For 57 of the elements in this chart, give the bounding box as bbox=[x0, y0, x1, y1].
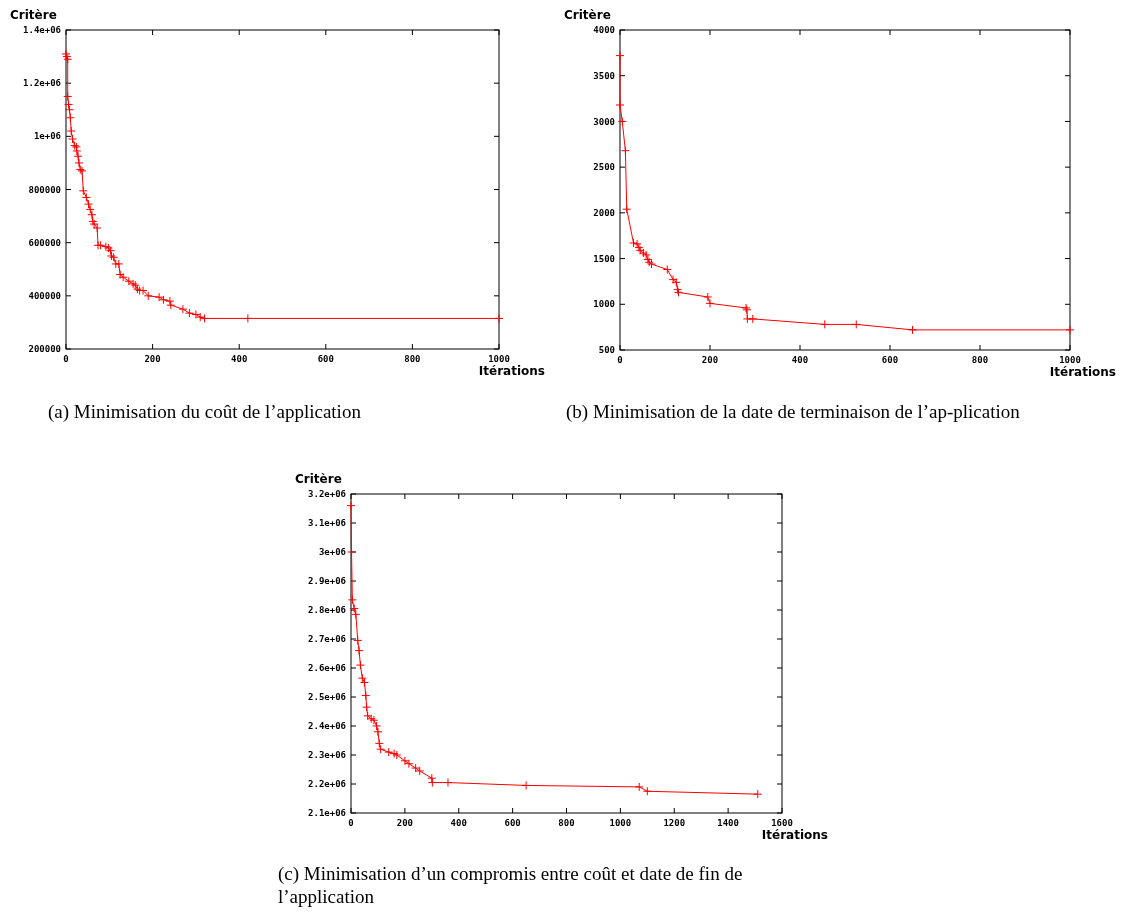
x-tick-label: 1200 bbox=[663, 818, 686, 828]
x-axis-title: Itérations bbox=[1049, 365, 1116, 379]
y-tick-label: 2.1e+06 bbox=[308, 808, 346, 819]
x-axis-title: Itérations bbox=[478, 364, 545, 378]
y-tick-label: 2.8e+06 bbox=[308, 605, 346, 616]
y-tick-label: 600000 bbox=[28, 237, 61, 248]
y-tick-label: 3.2e+06 bbox=[308, 489, 346, 500]
y-tick-label: 2000 bbox=[593, 208, 615, 219]
y-tick-label: 2.9e+06 bbox=[308, 576, 346, 587]
y-tick-label: 3000 bbox=[593, 116, 615, 127]
x-tick-label: 0 bbox=[617, 355, 623, 365]
y-tick-label: 1.2e+06 bbox=[23, 78, 61, 89]
x-tick-label: 0 bbox=[63, 354, 69, 364]
x-tick-label: 200 bbox=[701, 355, 719, 365]
y-tick-label: 400000 bbox=[28, 290, 61, 301]
y-tick-label: 800000 bbox=[28, 184, 61, 195]
y-tick-label: 500 bbox=[598, 345, 615, 356]
x-tick-label: 800 bbox=[971, 355, 989, 365]
y-tick-label: 200000 bbox=[28, 344, 61, 355]
x-tick-label: 1000 bbox=[609, 818, 632, 828]
y-tick-label: 1e+06 bbox=[33, 131, 61, 142]
y-tick-label: 2.3e+06 bbox=[308, 750, 346, 761]
y-tick-label: 2.5e+06 bbox=[308, 692, 346, 703]
y-axis-title: Critère bbox=[10, 8, 57, 22]
y-tick-label: 1.4e+06 bbox=[23, 25, 61, 36]
y-tick-label: 2.4e+06 bbox=[308, 721, 346, 732]
text: (b) Minimisation de la date de terminaison de l’ap-plication bbox=[566, 401, 1021, 423]
x-axis-title: Itérations bbox=[761, 828, 828, 842]
y-axis-title: Critère bbox=[564, 8, 611, 22]
y-tick-label: 1000 bbox=[593, 299, 615, 310]
x-tick-label: 1000 bbox=[488, 354, 510, 364]
y-tick-label: 4000 bbox=[593, 25, 615, 36]
x-tick-label: 400 bbox=[791, 355, 809, 365]
y-tick-label: 3500 bbox=[593, 70, 615, 81]
x-tick-label: 800 bbox=[404, 354, 421, 364]
y-axis-title: Critère bbox=[295, 472, 342, 486]
x-tick-label: 400 bbox=[231, 354, 248, 364]
x-tick-label: 1600 bbox=[771, 818, 793, 828]
text: (a) Minimisation du coût de l’application bbox=[48, 401, 362, 423]
y-tick-label: 2.2e+06 bbox=[308, 779, 346, 790]
y-tick-label: 2.7e+06 bbox=[308, 634, 346, 645]
x-tick-label: 600 bbox=[881, 355, 899, 365]
x-tick-label: 600 bbox=[317, 354, 334, 364]
x-tick-label: 600 bbox=[504, 818, 521, 828]
y-tick-label: 3e+06 bbox=[318, 547, 346, 558]
y-tick-label: 1500 bbox=[593, 253, 615, 264]
x-tick-label: 1400 bbox=[717, 818, 739, 828]
x-tick-label: 400 bbox=[450, 818, 467, 828]
x-tick-label: 200 bbox=[144, 354, 161, 364]
x-tick-label: 200 bbox=[396, 818, 414, 828]
x-tick-label: 0 bbox=[348, 818, 354, 828]
x-tick-label: 800 bbox=[558, 818, 575, 828]
y-tick-label: 3.1e+06 bbox=[308, 518, 346, 529]
text: (c) Minimisation d’un compromis entre coût et date de fin de l’application bbox=[278, 863, 743, 907]
x-tick-label: 1000 bbox=[1059, 355, 1081, 365]
y-tick-label: 2.6e+06 bbox=[308, 663, 346, 674]
y-tick-label: 2500 bbox=[593, 162, 615, 173]
